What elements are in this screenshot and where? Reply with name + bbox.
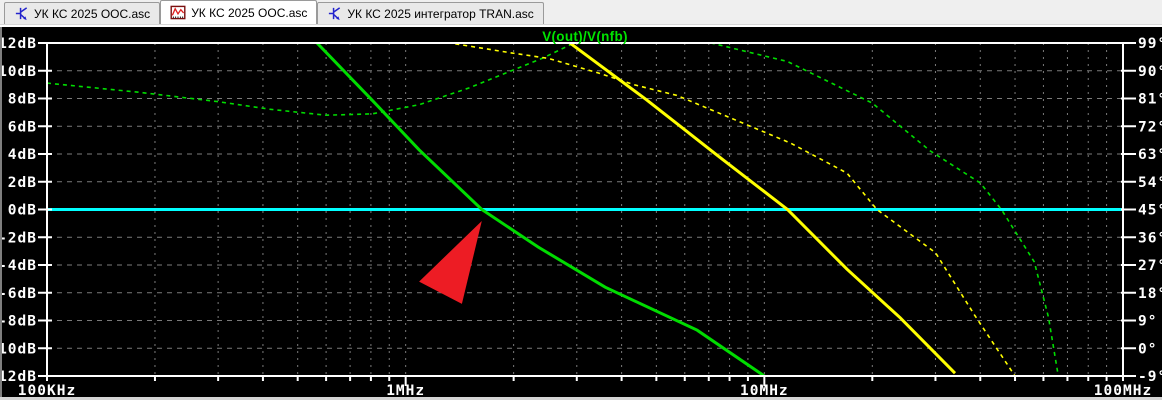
y-left-label: 10dB [0, 64, 37, 80]
y-left-label: -2dB [0, 230, 37, 246]
tab-schematic-ooc[interactable]: УК КС 2025 ООС.asc [4, 2, 161, 24]
x-axis-label: 100KHz [18, 383, 76, 399]
traces [47, 43, 1123, 376]
trace-phase-green-dashed [47, 43, 1060, 376]
y-left-label: -10dB [0, 341, 37, 357]
tab-label: УК КС 2025 интегратор TRAN.asc [347, 6, 534, 21]
x-axis-label: 10MHz [740, 383, 789, 399]
tab-waveform-ooc[interactable]: УК КС 2025 ООС.asc [160, 0, 318, 24]
y-left-label: 0dB [8, 203, 37, 219]
axis-ticks [38, 42, 1136, 386]
y-right-label: 90° [1138, 64, 1162, 80]
y-right-label: 27° [1138, 258, 1162, 274]
axis-labels: 12dB 10dB 8dB 6dB 4dB 2dB 0dB -2dB -4dB -6dB -8dB -… [0, 36, 1162, 399]
schematic-icon [327, 6, 342, 21]
waveform-icon [170, 5, 186, 20]
tab-label: УК КС 2025 ООС.asc [191, 5, 308, 20]
trace-magnitude-yellow [568, 43, 957, 375]
y-right-label: -9° [1138, 369, 1162, 385]
y-left-label: 4dB [8, 147, 37, 163]
y-right-label: 45° [1138, 203, 1162, 219]
x-axis-label: 1MHz [386, 383, 425, 399]
y-right-label: 9° [1138, 314, 1157, 330]
y-left-label: -6dB [0, 286, 37, 302]
y-right-label: 63° [1138, 147, 1162, 163]
y-right-label: 54° [1138, 175, 1162, 191]
tab-bar: УК КС 2025 ООС.asc УК КС 2025 ООС.asc [0, 0, 1162, 24]
y-left-label: 12dB [0, 36, 37, 52]
plot-title: V(out)/V(nfb) [542, 29, 628, 44]
y-right-label: 81° [1138, 92, 1162, 108]
y-left-label: -4dB [0, 258, 37, 274]
tab-schematic-integrator[interactable]: УК КС 2025 интегратор TRAN.asc [317, 2, 544, 24]
y-left-label: -12dB [0, 369, 37, 385]
y-right-label: 0° [1138, 341, 1157, 357]
trace-phase-yellow-dashed [448, 43, 1016, 376]
trace-magnitude-green [315, 43, 766, 376]
window-bottom-edge [0, 397, 1162, 400]
x-axis-label: 100MHz [1094, 383, 1152, 399]
y-left-label: 2dB [8, 175, 37, 191]
y-right-label: 99° [1138, 36, 1162, 52]
y-right-label: 18° [1138, 286, 1162, 302]
y-left-label: -8dB [0, 314, 37, 330]
tab-label: УК КС 2025 ООС.asc [34, 6, 151, 21]
pane-top-edge [0, 24, 1162, 27]
y-right-label: 72° [1138, 119, 1162, 135]
schematic-icon [14, 6, 29, 21]
window-left-edge [0, 27, 2, 400]
bode-plot-canvas[interactable]: 12dB 10dB 8dB 6dB 4dB 2dB 0dB -2dB -4dB -6dB -8dB -… [0, 27, 1162, 400]
y-left-label: 8dB [8, 92, 37, 108]
red-arrow [419, 221, 482, 304]
y-right-label: 36° [1138, 230, 1162, 246]
y-left-label: 6dB [8, 119, 37, 135]
